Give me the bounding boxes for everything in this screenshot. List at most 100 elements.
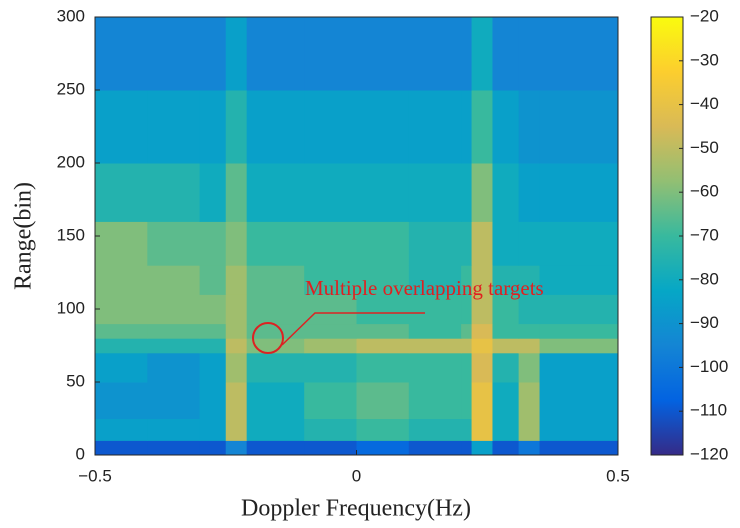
- heatmap-cell: [408, 323, 462, 339]
- heatmap-cell: [356, 90, 410, 164]
- heatmap-cell: [539, 294, 619, 325]
- heatmap-cell: [246, 338, 305, 354]
- heatmap-cell: [304, 323, 357, 339]
- heatmap-cell: [147, 17, 201, 91]
- heatmap-cell: [471, 294, 493, 325]
- heatmap-cell: [492, 440, 520, 456]
- heatmap-cell: [356, 221, 410, 266]
- x-tick-label: 0.5: [606, 466, 630, 485]
- heatmap-cell: [471, 265, 493, 295]
- heatmap-cell: [539, 265, 619, 295]
- heatmap-cell: [225, 418, 248, 441]
- heatmap-cell: [471, 382, 493, 419]
- heatmap-cell: [225, 17, 248, 91]
- colorbar-tick-label: −50: [690, 138, 719, 157]
- heatmap-cell: [246, 323, 305, 339]
- heatmap-cell: [539, 323, 619, 339]
- heatmap-cell: [304, 352, 357, 383]
- heatmap-cell: [246, 294, 305, 325]
- heatmap-cell: [492, 90, 520, 164]
- heatmap-cell: [304, 382, 357, 419]
- heatmap-cell: [492, 294, 520, 325]
- heatmap-cell: [147, 382, 201, 419]
- heatmap-cell: [304, 163, 357, 222]
- heatmap-cell: [471, 418, 493, 441]
- heatmap-cell: [471, 352, 493, 383]
- heatmap-cell: [246, 17, 305, 91]
- heatmap-cell: [95, 418, 148, 441]
- heatmap-cell: [225, 163, 248, 222]
- heatmap-cell: [492, 17, 520, 91]
- heatmap-cell: [518, 221, 541, 266]
- heatmap-cell: [461, 338, 473, 354]
- heatmap-cell: [199, 163, 227, 222]
- heatmap-cell: [471, 338, 493, 354]
- heatmap-cell: [471, 440, 493, 456]
- heatmap-cell: [304, 90, 357, 164]
- heatmap-cell: [246, 265, 305, 295]
- heatmap-cell: [246, 90, 305, 164]
- heatmap-cell: [147, 265, 201, 295]
- heatmap-cell: [471, 90, 493, 164]
- heatmap-cell: [539, 352, 619, 383]
- colorbar-tick-label: −20: [690, 6, 719, 25]
- heatmap-cell: [539, 382, 619, 419]
- heatmap-cell: [492, 418, 520, 441]
- heatmap-cell: [356, 352, 410, 383]
- y-axis-label: Range(bin): [11, 182, 37, 290]
- heatmap-cell: [356, 338, 410, 354]
- heatmap-cell: [539, 163, 619, 222]
- heatmap-cell: [246, 221, 305, 266]
- heatmap-cell: [518, 352, 541, 383]
- heatmap-cell: [518, 17, 541, 91]
- heatmap-cell: [95, 294, 148, 325]
- heatmap-cell: [492, 163, 520, 222]
- heatmap-cell: [225, 323, 248, 339]
- heatmap-cell: [147, 352, 201, 383]
- heatmap-cell: [461, 418, 473, 441]
- heatmap-cell: [492, 323, 520, 339]
- heatmap-cell: [492, 338, 520, 354]
- x-axis-label: Doppler Frequency(Hz): [241, 496, 471, 522]
- heatmap-cell: [408, 17, 462, 91]
- heatmap-cell: [461, 323, 473, 339]
- heatmap-cell: [199, 265, 227, 295]
- colorbar-tick-label: −60: [690, 182, 719, 201]
- heatmap-cell: [95, 90, 148, 164]
- heatmap-cell: [147, 294, 201, 325]
- annotation-circle: [252, 322, 284, 354]
- heatmap-cell: [356, 382, 410, 419]
- heatmap-cell: [95, 323, 148, 339]
- heatmap-cell: [408, 221, 462, 266]
- heatmap-cell: [304, 294, 357, 325]
- colorbar-tick-label: −80: [690, 269, 719, 288]
- heatmap-cell: [246, 418, 305, 441]
- heatmap-cell: [95, 265, 148, 295]
- heatmap-cell: [147, 440, 201, 456]
- heatmap-cell: [461, 294, 473, 325]
- heatmap-cell: [461, 17, 473, 91]
- colorbar-tick-label: −120: [690, 444, 728, 463]
- heatmap-cell: [199, 90, 227, 164]
- heatmap-cell: [199, 440, 227, 456]
- heatmap-cell: [304, 221, 357, 266]
- heatmap-cell: [408, 265, 462, 295]
- heatmap-cell: [461, 382, 473, 419]
- heatmap-cell: [408, 352, 462, 383]
- heatmap-cell: [518, 338, 541, 354]
- heatmap-cell: [147, 90, 201, 164]
- heatmap-cell: [199, 352, 227, 383]
- heatmap-cell: [471, 17, 493, 91]
- y-tick-label: 300: [57, 6, 85, 25]
- heatmap-cell: [95, 382, 148, 419]
- heatmap-cell: [408, 294, 462, 325]
- heatmap-cell: [246, 440, 305, 456]
- heatmap-cell: [356, 294, 410, 325]
- heatmap-cell: [304, 265, 357, 295]
- heatmap-cell: [471, 221, 493, 266]
- heatmap-cell: [199, 294, 227, 325]
- heatmap-cell: [518, 163, 541, 222]
- heatmap-cell: [408, 418, 462, 441]
- heatmap-cell: [225, 338, 248, 354]
